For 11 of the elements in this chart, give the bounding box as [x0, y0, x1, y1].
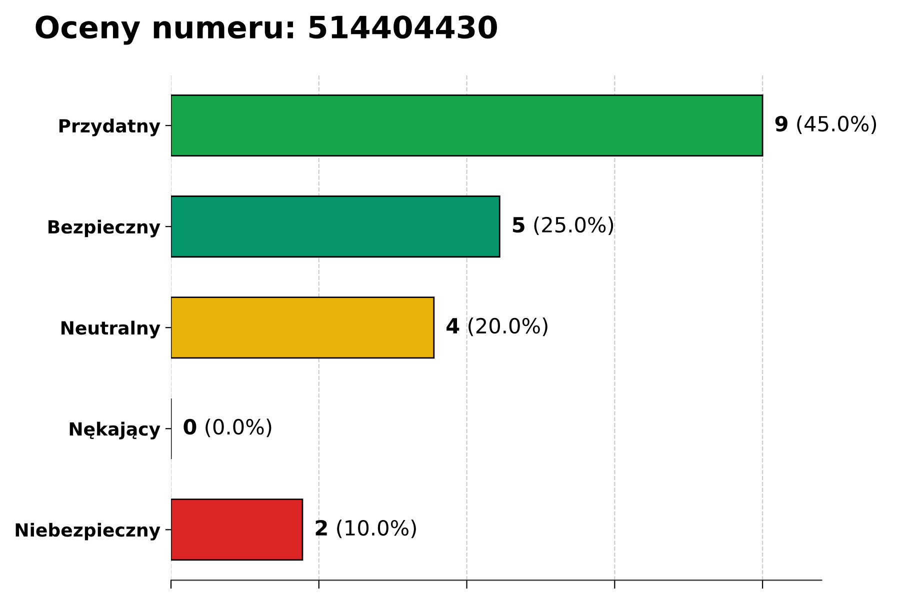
y-tick-label: Niebezpieczny	[16, 522, 160, 540]
y-tick-label: Nękający	[70, 422, 160, 440]
data-label: 5 (25.0%)	[512, 216, 614, 236]
y-tick-label: Neutralny	[62, 320, 160, 338]
chart-title: Oceny numeru: 514404430	[36, 16, 497, 45]
data-label: 9 (45.0%)	[775, 115, 876, 134]
y-tick-label: Bezpieczny	[48, 220, 160, 238]
y-tick-label: Przydatny	[59, 118, 160, 136]
data-label: 0 (0.0%)	[184, 418, 272, 438]
data-label: 4 (20.0%)	[446, 318, 548, 336]
data-label: 2 (10.0%)	[316, 520, 416, 538]
